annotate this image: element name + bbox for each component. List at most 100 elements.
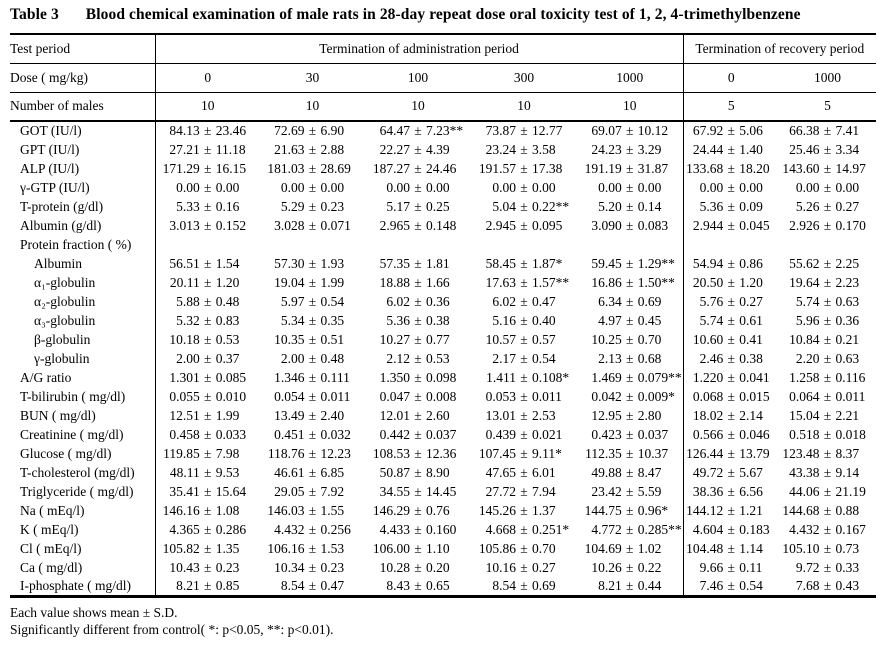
table-row: Albumin (g/dl) 3.013 ±0.152 3.028 ±0.071 2…	[10, 216, 876, 235]
value-cell: 3.013 ±0.152	[169, 217, 247, 233]
value-cell: 191.19 ±31.87	[577, 159, 684, 178]
value-cell: 16.86 ±1.50**	[577, 273, 684, 292]
row-label: T-cholesterol (mg/dl)	[10, 463, 156, 482]
value-cell: 2.965 ±0.148	[379, 217, 457, 233]
n-value: 10	[260, 92, 365, 122]
value-cell: 84.13 ±23.46	[169, 123, 247, 138]
value-cell: 66.38 ±7.41	[789, 123, 860, 138]
value-cell: 1.301 ±0.085	[169, 369, 247, 385]
row-label: α₁-globulin	[10, 273, 156, 292]
value-cell: 56.51 ±1.54	[169, 255, 240, 271]
value-cell: 1.258 ±0.116	[789, 369, 866, 385]
value-cell: 10.57 ±0.57	[485, 331, 556, 347]
value-cell: 10.26 ±0.22	[577, 558, 684, 577]
value-cell: 23.24 ±3.58	[485, 141, 556, 157]
value-cell: 0.00 ±0.00	[699, 179, 763, 195]
value-cell: 105.10 ±0.73	[782, 540, 860, 556]
value-cell: 7.68 ±0.43	[795, 577, 860, 593]
value-cell: 59.45 ±1.29**	[577, 254, 684, 273]
value-cell: 64.47 ±7.23**	[379, 123, 464, 138]
value-cell: 10.27 ±0.77	[379, 331, 450, 347]
value-cell: 5.74 ±0.61	[699, 312, 763, 328]
table-row: γ-globulin 2.00 ±0.37 2.00 ±0.48 2.12 ±0.53…	[10, 349, 876, 368]
header-row-dose: Dose ( mg/kg) 0 30 100 300 1000 0 1000	[10, 63, 877, 93]
table-row: Cl ( mEq/l) 105.82 ±1.35 106.16 ±1.53 106.…	[10, 539, 876, 558]
value-cell: 10.35 ±0.51	[274, 331, 345, 347]
row-label: Glucose ( mg/dl)	[10, 444, 156, 463]
value-cell: 12.01 ±2.60	[379, 407, 450, 423]
table-row: Glucose ( mg/dl) 119.85 ±7.98 118.76 ±12.2…	[10, 444, 876, 463]
value-cell: 5.36 ±0.38	[386, 312, 450, 328]
footnotes: Each value shows mean ± S.D. Significant…	[10, 604, 874, 638]
value-cell: 6.02 ±0.47	[492, 293, 556, 309]
row-label: K ( mEq/l)	[10, 520, 156, 539]
value-cell: 2.944 ±0.045	[692, 217, 770, 233]
value-cell: 20.50 ±1.20	[692, 274, 763, 290]
table-row: Protein fraction ( %)	[10, 235, 876, 254]
value-cell: 8.21 ±0.44	[577, 577, 684, 596]
value-cell: 9.66 ±0.11	[699, 559, 763, 575]
table-row: α₂-globulin 5.88 ±0.48 5.97 ±0.54 6.02 ±0.3…	[10, 292, 876, 311]
value-cell: 9.72 ±0.33	[795, 559, 860, 575]
value-cell: 2.945 ±0.095	[485, 217, 563, 233]
number-of-males-label: Number of males	[10, 92, 156, 122]
value-cell: 10.16 ±0.27	[485, 559, 556, 575]
value-cell: 24.44 ±1.40	[692, 141, 763, 157]
admin-period-header: Termination of administration period	[155, 34, 684, 64]
table-row: BUN ( mg/dl) 12.51 ±1.99 13.49 ±2.40 12.01…	[10, 406, 876, 425]
value-cell: 18.02 ±2.14	[692, 407, 763, 423]
value-cell: 13.49 ±2.40	[274, 407, 345, 423]
value-cell: 18.88 ±1.66	[379, 274, 450, 290]
value-cell: 146.29 ±0.76	[372, 502, 450, 518]
value-cell: 0.00 ±0.00	[795, 179, 860, 195]
value-cell: 144.68 ±0.88	[782, 502, 860, 518]
value-cell: 187.27 ±24.46	[372, 160, 457, 176]
value-cell: 21.63 ±2.88	[274, 141, 345, 157]
value-cell: 0.423 ±0.037	[577, 425, 684, 444]
dose-label: Dose ( mg/kg)	[10, 63, 156, 93]
value-cell: 69.07 ±10.12	[577, 121, 684, 140]
value-cell: 5.17 ±0.25	[386, 198, 450, 214]
row-label: γ-globulin	[10, 349, 156, 368]
header-row-test-period: Test period Termination of administratio…	[10, 34, 877, 64]
value-cell: 19.04 ±1.99	[274, 274, 345, 290]
table-row: Na ( mEq/l) 146.16 ±1.08 146.03 ±1.55 146.…	[10, 501, 876, 520]
row-label: Albumin	[10, 254, 156, 273]
value-cell: 38.36 ±6.56	[692, 483, 763, 499]
value-cell	[779, 235, 876, 254]
value-cell: 12.95 ±2.80	[577, 406, 684, 425]
table-row: Creatinine ( mg/dl) 0.458 ±0.033 0.451 ±0.…	[10, 425, 876, 444]
value-cell: 146.03 ±1.55	[267, 502, 345, 518]
value-cell: 0.054 ±0.011	[274, 388, 351, 404]
dose-value: 0	[155, 63, 260, 93]
value-cell	[260, 235, 365, 254]
value-cell: 10.28 ±0.20	[379, 559, 450, 575]
value-cell: 5.33 ±0.16	[176, 198, 240, 214]
value-cell: 5.88 ±0.48	[176, 293, 240, 309]
value-cell: 0.00 ±0.00	[386, 179, 450, 195]
value-cell: 55.62 ±2.25	[789, 255, 860, 271]
row-label: GPT (IU/l)	[10, 140, 156, 159]
value-cell: 5.76 ±0.27	[699, 293, 763, 309]
value-cell: 0.442 ±0.037	[379, 426, 457, 442]
table-row: K ( mEq/l) 4.365 ±0.286 4.432 ±0.256 4.433…	[10, 520, 876, 539]
row-label: Protein fraction ( %)	[10, 235, 156, 254]
value-cell: 8.54 ±0.69	[492, 577, 556, 593]
row-label: Albumin (g/dl)	[10, 216, 156, 235]
value-cell: 0.00 ±0.00	[280, 179, 345, 195]
value-cell: 171.29 ±16.15	[162, 160, 247, 176]
value-cell: 3.090 ±0.083	[577, 216, 684, 235]
value-cell: 23.42 ±5.59	[577, 482, 684, 501]
value-cell: 10.60 ±0.41	[692, 331, 763, 347]
value-cell: 5.20 ±0.14	[577, 197, 684, 216]
value-cell: 0.00 ±0.00	[176, 179, 240, 195]
value-cell: 6.02 ±0.36	[386, 293, 450, 309]
value-cell: 146.16 ±1.08	[162, 502, 240, 518]
row-label: α₃-globulin	[10, 311, 156, 330]
value-cell: 0.055 ±0.010	[169, 388, 247, 404]
value-cell: 72.69 ±6.90	[274, 123, 345, 138]
table-number: Table 3	[10, 6, 59, 23]
value-cell: 5.32 ±0.83	[176, 312, 240, 328]
footnote-mean-sd: Each value shows mean ± S.D.	[10, 604, 178, 620]
value-cell: 5.26 ±0.27	[795, 198, 860, 214]
